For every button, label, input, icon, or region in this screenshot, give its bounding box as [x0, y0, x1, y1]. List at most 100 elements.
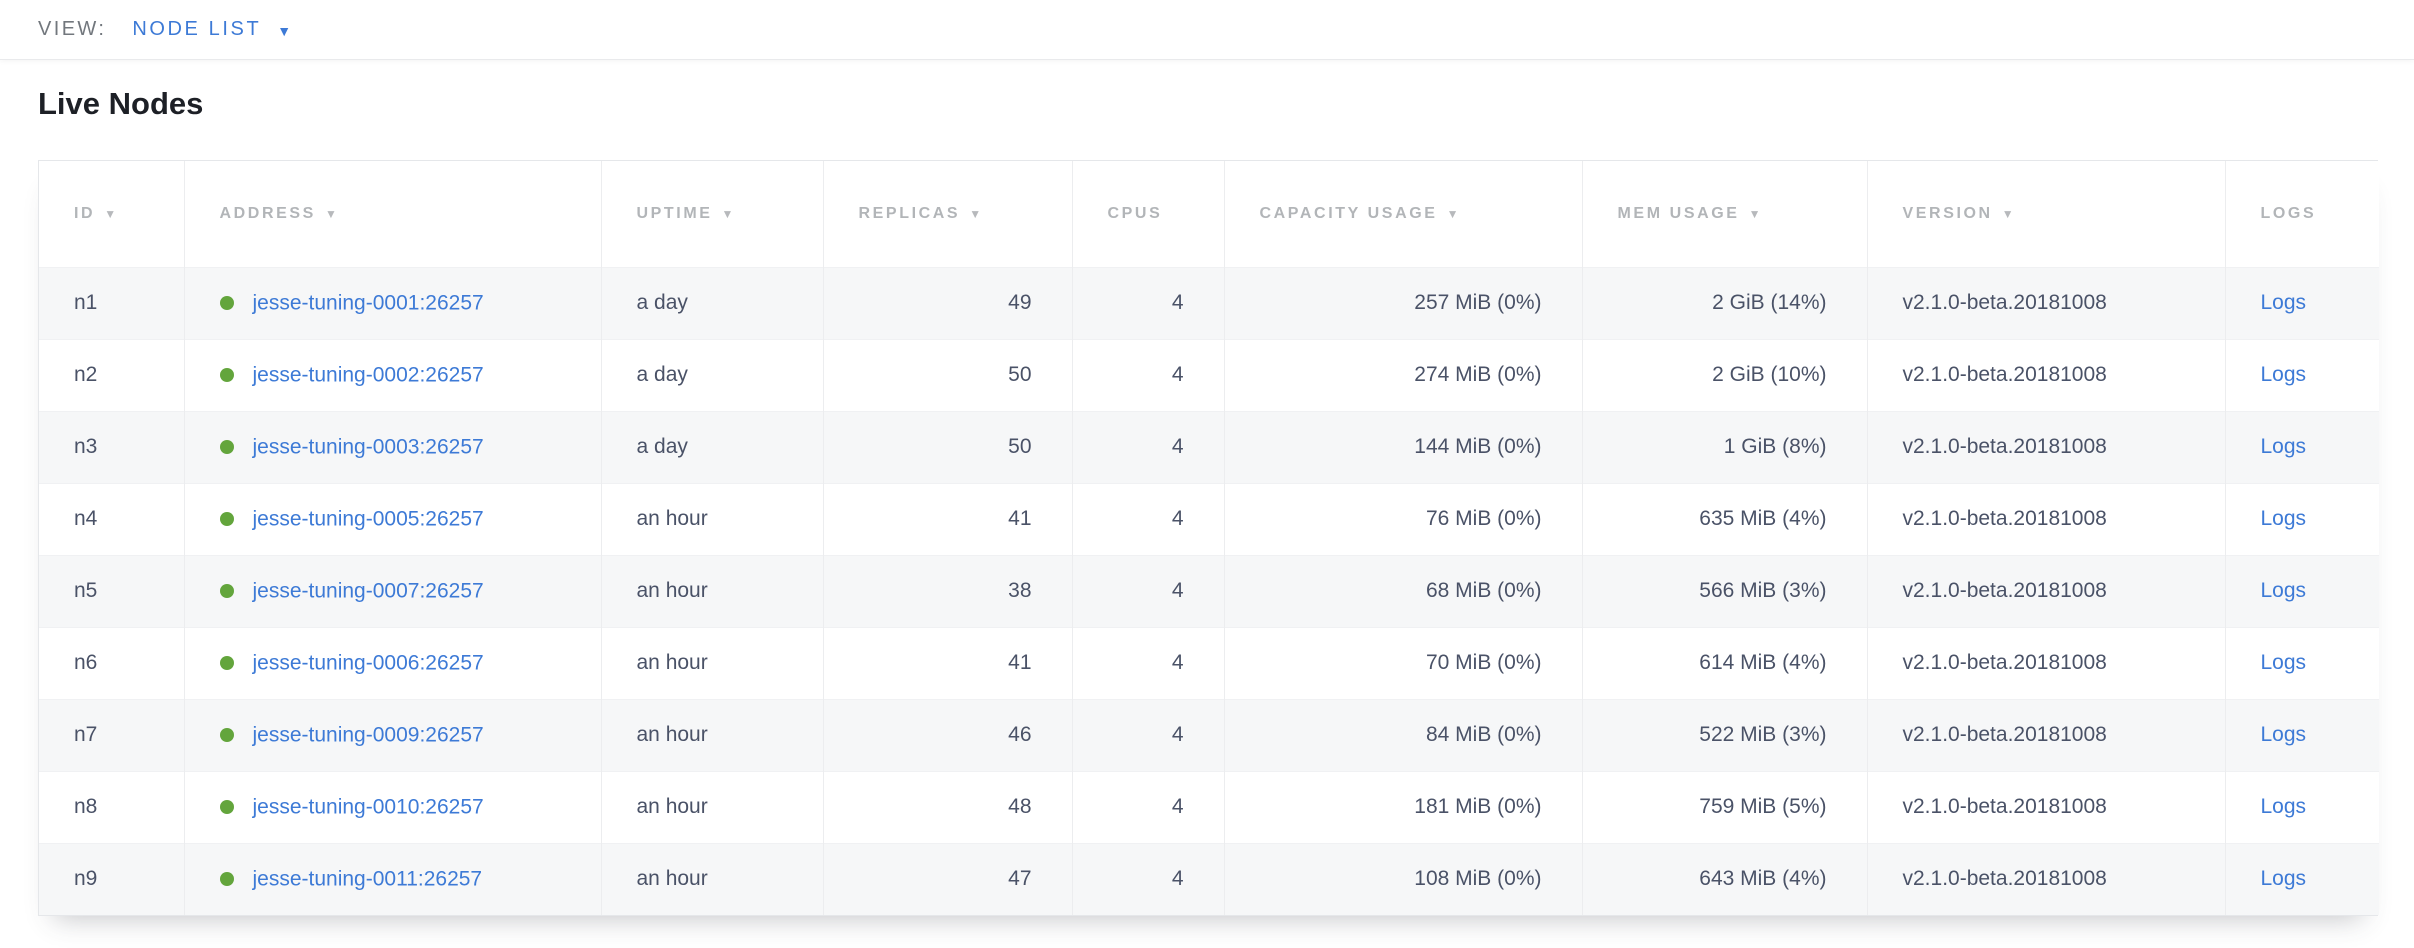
- table-header-row: ID ▼ ADDRESS ▼ UPTIME ▼ REPLICAS ▼ CPUS CAPACITY …: [39, 161, 2379, 267]
- sort-desc-icon: ▼: [324, 206, 340, 221]
- table-row: n5 jesse-tuning-0007:26257 an hour 38 4 68 Mi…: [39, 555, 2379, 627]
- node-address-link[interactable]: jesse-tuning-0001:26257: [252, 291, 484, 315]
- cell-mem: 759 MiB (5%): [1581, 771, 1867, 843]
- column-header-address[interactable]: ADDRESS ▼: [183, 161, 601, 267]
- cell-cpus: 4: [1071, 339, 1224, 411]
- cell-cpus: 4: [1071, 627, 1224, 699]
- cell-logs: Logs: [2224, 483, 2379, 555]
- column-header-replicas[interactable]: REPLICAS ▼: [822, 161, 1072, 267]
- sort-desc-icon: ▼: [1446, 206, 1462, 221]
- cell-address: jesse-tuning-0002:26257: [183, 339, 601, 411]
- node-status-healthy-icon: [219, 296, 234, 311]
- column-header-version[interactable]: VERSION ▼: [1866, 161, 2225, 267]
- node-logs-link[interactable]: Logs: [2260, 363, 2307, 386]
- column-header-mem[interactable]: MEM USAGE ▼: [1581, 161, 1867, 267]
- node-logs-link[interactable]: Logs: [2260, 867, 2307, 891]
- page-title: Live Nodes: [38, 86, 204, 121]
- cell-address: jesse-tuning-0006:26257: [183, 627, 601, 699]
- cell-capacity: 84 MiB (0%): [1223, 699, 1582, 771]
- cell-version: v2.1.0-beta.20181008: [1866, 483, 2225, 555]
- view-selected-value: NODE LIST: [132, 18, 262, 40]
- live-nodes-section: Live Nodes ID ▼ ADDRESS ▼ UPTIME ▼ REPLICAS ▼ CP…: [0, 82, 2414, 916]
- node-address-link[interactable]: jesse-tuning-0005:26257: [252, 507, 484, 531]
- cell-version: v2.1.0-beta.20181008: [1866, 411, 2225, 483]
- column-header-label: MEM USAGE: [1617, 204, 1740, 222]
- node-address-link[interactable]: jesse-tuning-0007:26257: [252, 579, 484, 603]
- cell-uptime: a day: [600, 267, 823, 339]
- node-address-link[interactable]: jesse-tuning-0010:26257: [252, 795, 484, 819]
- node-address-link[interactable]: jesse-tuning-0003:26257: [252, 435, 484, 459]
- cell-id: n3: [74, 435, 98, 458]
- cell-logs: Logs: [2224, 339, 2379, 411]
- cell-mem: 2 GiB (14%): [1581, 267, 1867, 339]
- node-address-link[interactable]: jesse-tuning-0002:26257: [252, 363, 484, 387]
- cell-uptime: an hour: [600, 699, 823, 771]
- column-header-id[interactable]: ID ▼: [39, 161, 184, 267]
- view-selector-dropdown[interactable]: NODE LIST ▼: [132, 18, 293, 41]
- node-logs-link[interactable]: Logs: [2260, 579, 2307, 602]
- cell-logs: Logs: [2224, 843, 2379, 915]
- node-address-link[interactable]: jesse-tuning-0006:26257: [252, 651, 484, 675]
- cell-id: n6: [74, 651, 98, 674]
- cell-capacity: 257 MiB (0%): [1223, 267, 1582, 339]
- node-logs-link[interactable]: Logs: [2260, 651, 2307, 674]
- column-header-label: VERSION: [1902, 204, 1993, 222]
- cell-address: jesse-tuning-0011:26257: [183, 843, 601, 915]
- column-header-cpus: CPUS: [1071, 161, 1224, 267]
- table-row: n4 jesse-tuning-0005:26257 an hour 41 4 76 Mi…: [39, 483, 2379, 555]
- cell-capacity: 68 MiB (0%): [1223, 555, 1582, 627]
- cell-version: v2.1.0-beta.20181008: [1866, 267, 2225, 339]
- cell-mem: 566 MiB (3%): [1581, 555, 1867, 627]
- table-row: n2 jesse-tuning-0002:26257 a day 50 4 274 MiB…: [39, 339, 2379, 411]
- live-nodes-table: ID ▼ ADDRESS ▼ UPTIME ▼ REPLICAS ▼ CPUS CAPACITY …: [39, 161, 2379, 915]
- view-bar: VIEW: NODE LIST ▼: [0, 0, 2414, 60]
- node-status-healthy-icon: [219, 584, 234, 599]
- cell-id: n2: [74, 363, 98, 386]
- cell-capacity: 108 MiB (0%): [1223, 843, 1582, 915]
- column-header-uptime[interactable]: UPTIME ▼: [600, 161, 823, 267]
- cell-replicas: 38: [822, 555, 1072, 627]
- node-logs-link[interactable]: Logs: [2260, 723, 2307, 746]
- cell-id: n9: [74, 867, 98, 891]
- column-header-label: REPLICAS: [858, 204, 961, 222]
- node-address-link[interactable]: jesse-tuning-0011:26257: [252, 867, 483, 891]
- cell-cpus: 4: [1071, 411, 1224, 483]
- cell-cpus: 4: [1071, 555, 1224, 627]
- node-logs-link[interactable]: Logs: [2260, 291, 2307, 314]
- cell-capacity: 181 MiB (0%): [1223, 771, 1582, 843]
- column-header-label: ID: [74, 204, 96, 222]
- column-header-capacity[interactable]: CAPACITY USAGE ▼: [1223, 161, 1582, 267]
- cell-replicas: 48: [822, 771, 1072, 843]
- cell-replicas: 46: [822, 699, 1072, 771]
- node-status-healthy-icon: [219, 872, 234, 887]
- cell-mem: 643 MiB (4%): [1581, 843, 1867, 915]
- node-status-healthy-icon: [219, 728, 234, 743]
- cell-uptime: a day: [600, 411, 823, 483]
- node-logs-link[interactable]: Logs: [2260, 795, 2307, 818]
- table-row: n9 jesse-tuning-0011:26257 an hour 47 4 108 M…: [39, 843, 2379, 915]
- cell-address: jesse-tuning-0009:26257: [183, 699, 601, 771]
- sort-desc-icon: ▼: [1748, 206, 1764, 221]
- cell-id: n5: [74, 579, 98, 602]
- cell-id: n4: [74, 507, 98, 530]
- cell-capacity: 76 MiB (0%): [1223, 483, 1582, 555]
- cell-mem: 614 MiB (4%): [1581, 627, 1867, 699]
- sort-desc-icon: ▼: [2001, 206, 2017, 221]
- node-address-link[interactable]: jesse-tuning-0009:26257: [252, 723, 484, 747]
- column-header-logs: LOGS: [2224, 161, 2379, 267]
- cell-id: n8: [74, 795, 98, 818]
- node-logs-link[interactable]: Logs: [2260, 435, 2307, 458]
- cell-capacity: 144 MiB (0%): [1223, 411, 1582, 483]
- chevron-down-icon: ▼: [277, 22, 294, 39]
- cell-address: jesse-tuning-0003:26257: [183, 411, 601, 483]
- cell-replicas: 47: [822, 843, 1072, 915]
- sort-desc-icon: ▼: [721, 206, 737, 221]
- column-header-label: CAPACITY USAGE: [1259, 204, 1438, 222]
- cell-address: jesse-tuning-0005:26257: [183, 483, 601, 555]
- cell-logs: Logs: [2224, 627, 2379, 699]
- cell-mem: 635 MiB (4%): [1581, 483, 1867, 555]
- cell-version: v2.1.0-beta.20181008: [1866, 339, 2225, 411]
- node-status-healthy-icon: [219, 512, 234, 527]
- node-logs-link[interactable]: Logs: [2260, 507, 2307, 530]
- cell-version: v2.1.0-beta.20181008: [1866, 843, 2225, 915]
